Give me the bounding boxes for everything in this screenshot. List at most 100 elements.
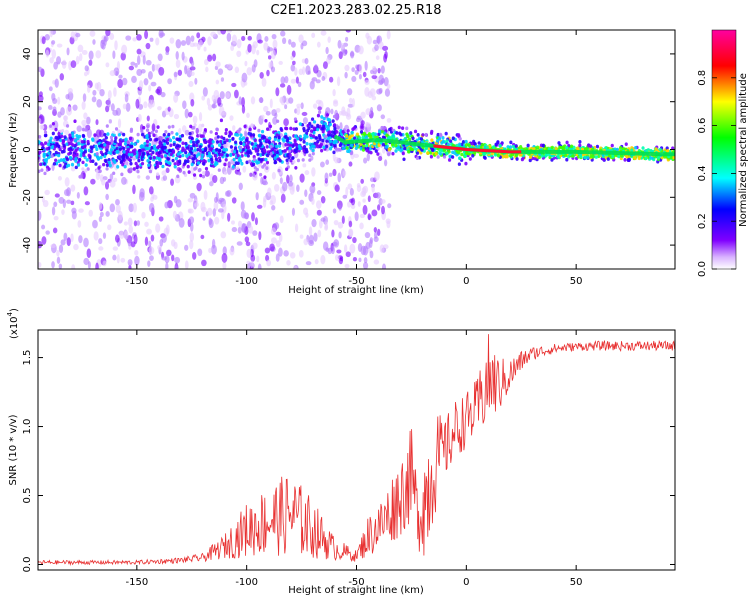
spectrogram-band-mark <box>104 151 108 156</box>
spectrogram-noise-mark <box>158 216 164 222</box>
spectrogram-band-mark <box>128 136 133 141</box>
spectrogram-band-mark <box>105 124 109 128</box>
spectrogram-noise-mark <box>147 71 153 80</box>
spectrogram-band-mark <box>117 129 121 133</box>
spectrogram-noise-mark <box>369 177 375 183</box>
spectrogram-band-mark <box>57 159 61 163</box>
spectrogram-band-mark <box>191 143 196 148</box>
spectrogram-band-mark <box>214 136 218 141</box>
spectrogram-noise-mark <box>173 71 178 78</box>
spectrogram-band-mark <box>123 141 128 146</box>
spectrogram-noise-mark <box>86 116 91 125</box>
figure-title: C2E1.2023.283.02.25.R18 <box>270 3 441 18</box>
spectrogram-noise-mark <box>144 30 149 40</box>
spectrogram-noise-mark <box>333 219 339 226</box>
spectrogram-noise-mark <box>195 127 199 135</box>
spectrogram-x-label: Height of straight line (km) <box>288 285 424 296</box>
spectrogram-noise-mark <box>282 181 288 192</box>
spectrogram-noise-mark <box>226 63 233 70</box>
spectrogram-band-mark <box>413 129 418 134</box>
spectrogram-band-mark <box>594 155 598 159</box>
spectrogram-band-mark <box>387 152 391 156</box>
spectrogram-noise-mark <box>125 102 131 112</box>
spectrogram-noise-mark <box>363 157 368 164</box>
spectrogram-noise-mark <box>67 88 73 94</box>
spectrogram-noise-mark <box>66 47 70 56</box>
spectrogram-band-mark <box>89 149 93 154</box>
spectrogram-noise-mark <box>145 175 150 180</box>
spectrogram-noise-mark <box>110 103 115 112</box>
spectrogram-noise-mark <box>190 98 195 107</box>
spectrogram-noise-mark <box>374 44 379 52</box>
spectrogram-noise-mark <box>296 106 301 116</box>
spectrogram-band-mark <box>44 158 49 162</box>
spectrogram-band-mark <box>156 125 160 129</box>
spectrogram-noise-mark <box>189 192 196 199</box>
spectrogram-noise-mark <box>259 72 264 79</box>
spectrogram-band-mark <box>147 163 151 167</box>
spectrogram-band-mark <box>204 166 209 171</box>
spectrogram-band-mark <box>353 136 357 140</box>
spectrogram-noise-mark <box>296 184 300 193</box>
spectrogram-band-mark <box>617 154 621 159</box>
spectrogram-noise-mark <box>76 192 80 199</box>
spectrogram-noise-mark <box>255 192 259 201</box>
spectrogram-y-label: Frequency (Hz) <box>8 112 19 188</box>
spectrogram-noise-mark <box>274 222 280 230</box>
spectrogram-noise-mark <box>177 69 183 76</box>
spectrogram-band-mark <box>470 141 474 146</box>
spectrogram-noise-mark <box>236 50 242 58</box>
spectrogram-noise-mark <box>207 104 213 111</box>
spectrogram-band-mark <box>48 139 52 144</box>
spectrogram-noise-mark <box>71 207 77 214</box>
spectrogram-noise-mark <box>320 254 326 265</box>
spectrogram-noise-mark <box>270 237 277 244</box>
spectrogram-noise-mark <box>215 192 219 202</box>
spectrogram-band-mark <box>117 142 121 147</box>
spectrogram-band-mark <box>199 134 204 138</box>
spectrogram-band-mark <box>74 139 78 143</box>
spectrogram-band-mark <box>545 153 549 157</box>
spectrogram-band-mark <box>96 157 101 161</box>
spectrogram-noise-mark <box>384 88 391 97</box>
spectrogram-noise-mark <box>372 65 377 72</box>
spectrogram-band-mark <box>312 130 316 135</box>
spectrogram-band-mark <box>44 133 48 138</box>
spectrogram-noise-mark <box>341 106 346 115</box>
spectrogram-band-mark <box>214 131 218 136</box>
spectrogram-band-mark <box>148 137 153 142</box>
spectrogram-band-mark <box>152 133 156 138</box>
spectrogram-band-mark <box>405 132 409 137</box>
spectrogram-noise-mark <box>362 245 369 256</box>
spectrogram-band-mark <box>288 153 292 158</box>
spectrogram-band-mark <box>273 137 277 142</box>
spectrogram-noise-mark <box>359 222 364 230</box>
spectrogram-noise-mark <box>351 98 355 108</box>
spectrogram-band-mark <box>47 151 51 156</box>
spectrogram-noise-mark <box>300 102 304 110</box>
spectrogram-band-mark <box>81 160 85 165</box>
spectrogram-noise-mark <box>127 259 133 266</box>
spectrogram-band-mark <box>137 158 141 163</box>
spectrogram-band-mark <box>241 147 245 152</box>
spectrogram-noise-mark <box>364 231 371 239</box>
spectrogram-band-mark <box>215 140 220 144</box>
spectrogram-band-mark <box>416 133 420 137</box>
spectrogram-noise-mark <box>38 262 42 268</box>
spectrogram-band-mark <box>62 143 66 148</box>
spectrogram-band-mark <box>62 158 66 162</box>
spectrogram-band-mark <box>658 147 662 152</box>
spectrogram-noise-mark <box>227 212 231 222</box>
spectrogram-band-mark <box>148 169 153 174</box>
spectrogram-noise-mark <box>84 201 90 206</box>
spectrogram-noise-mark <box>147 102 151 108</box>
spectrogram-band-mark <box>448 154 452 159</box>
spectrogram-band-mark <box>267 140 271 144</box>
spectrogram-noise-mark <box>142 54 146 65</box>
spectrogram-band-mark <box>217 168 221 172</box>
spectrogram-noise-mark <box>282 37 287 45</box>
spectrogram-band-mark <box>457 162 461 166</box>
spectrogram-noise-mark <box>90 178 96 185</box>
spectrogram-band-mark <box>57 132 61 136</box>
spectrogram-band-mark <box>260 157 264 162</box>
